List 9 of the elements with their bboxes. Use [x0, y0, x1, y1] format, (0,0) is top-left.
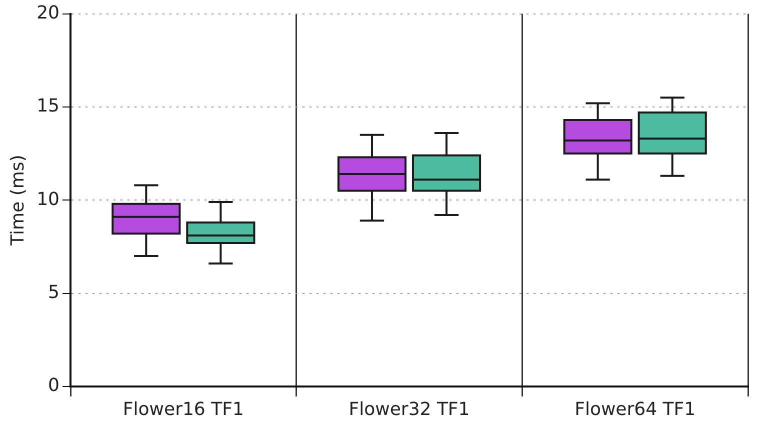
y-tick-label: 5	[48, 282, 60, 303]
y-tick-label: 0	[48, 375, 60, 396]
y-tick-label: 15	[36, 96, 60, 117]
y-tick-label: 20	[36, 2, 60, 24]
y-axis-title: Time (ms)	[7, 154, 28, 246]
x-tick-label: Flower16 TF1	[122, 398, 244, 420]
x-tick-label: Flower64 TF1	[574, 398, 696, 420]
y-tick-label: 10	[36, 188, 60, 210]
x-tick-label: Flower32 TF1	[348, 398, 470, 420]
